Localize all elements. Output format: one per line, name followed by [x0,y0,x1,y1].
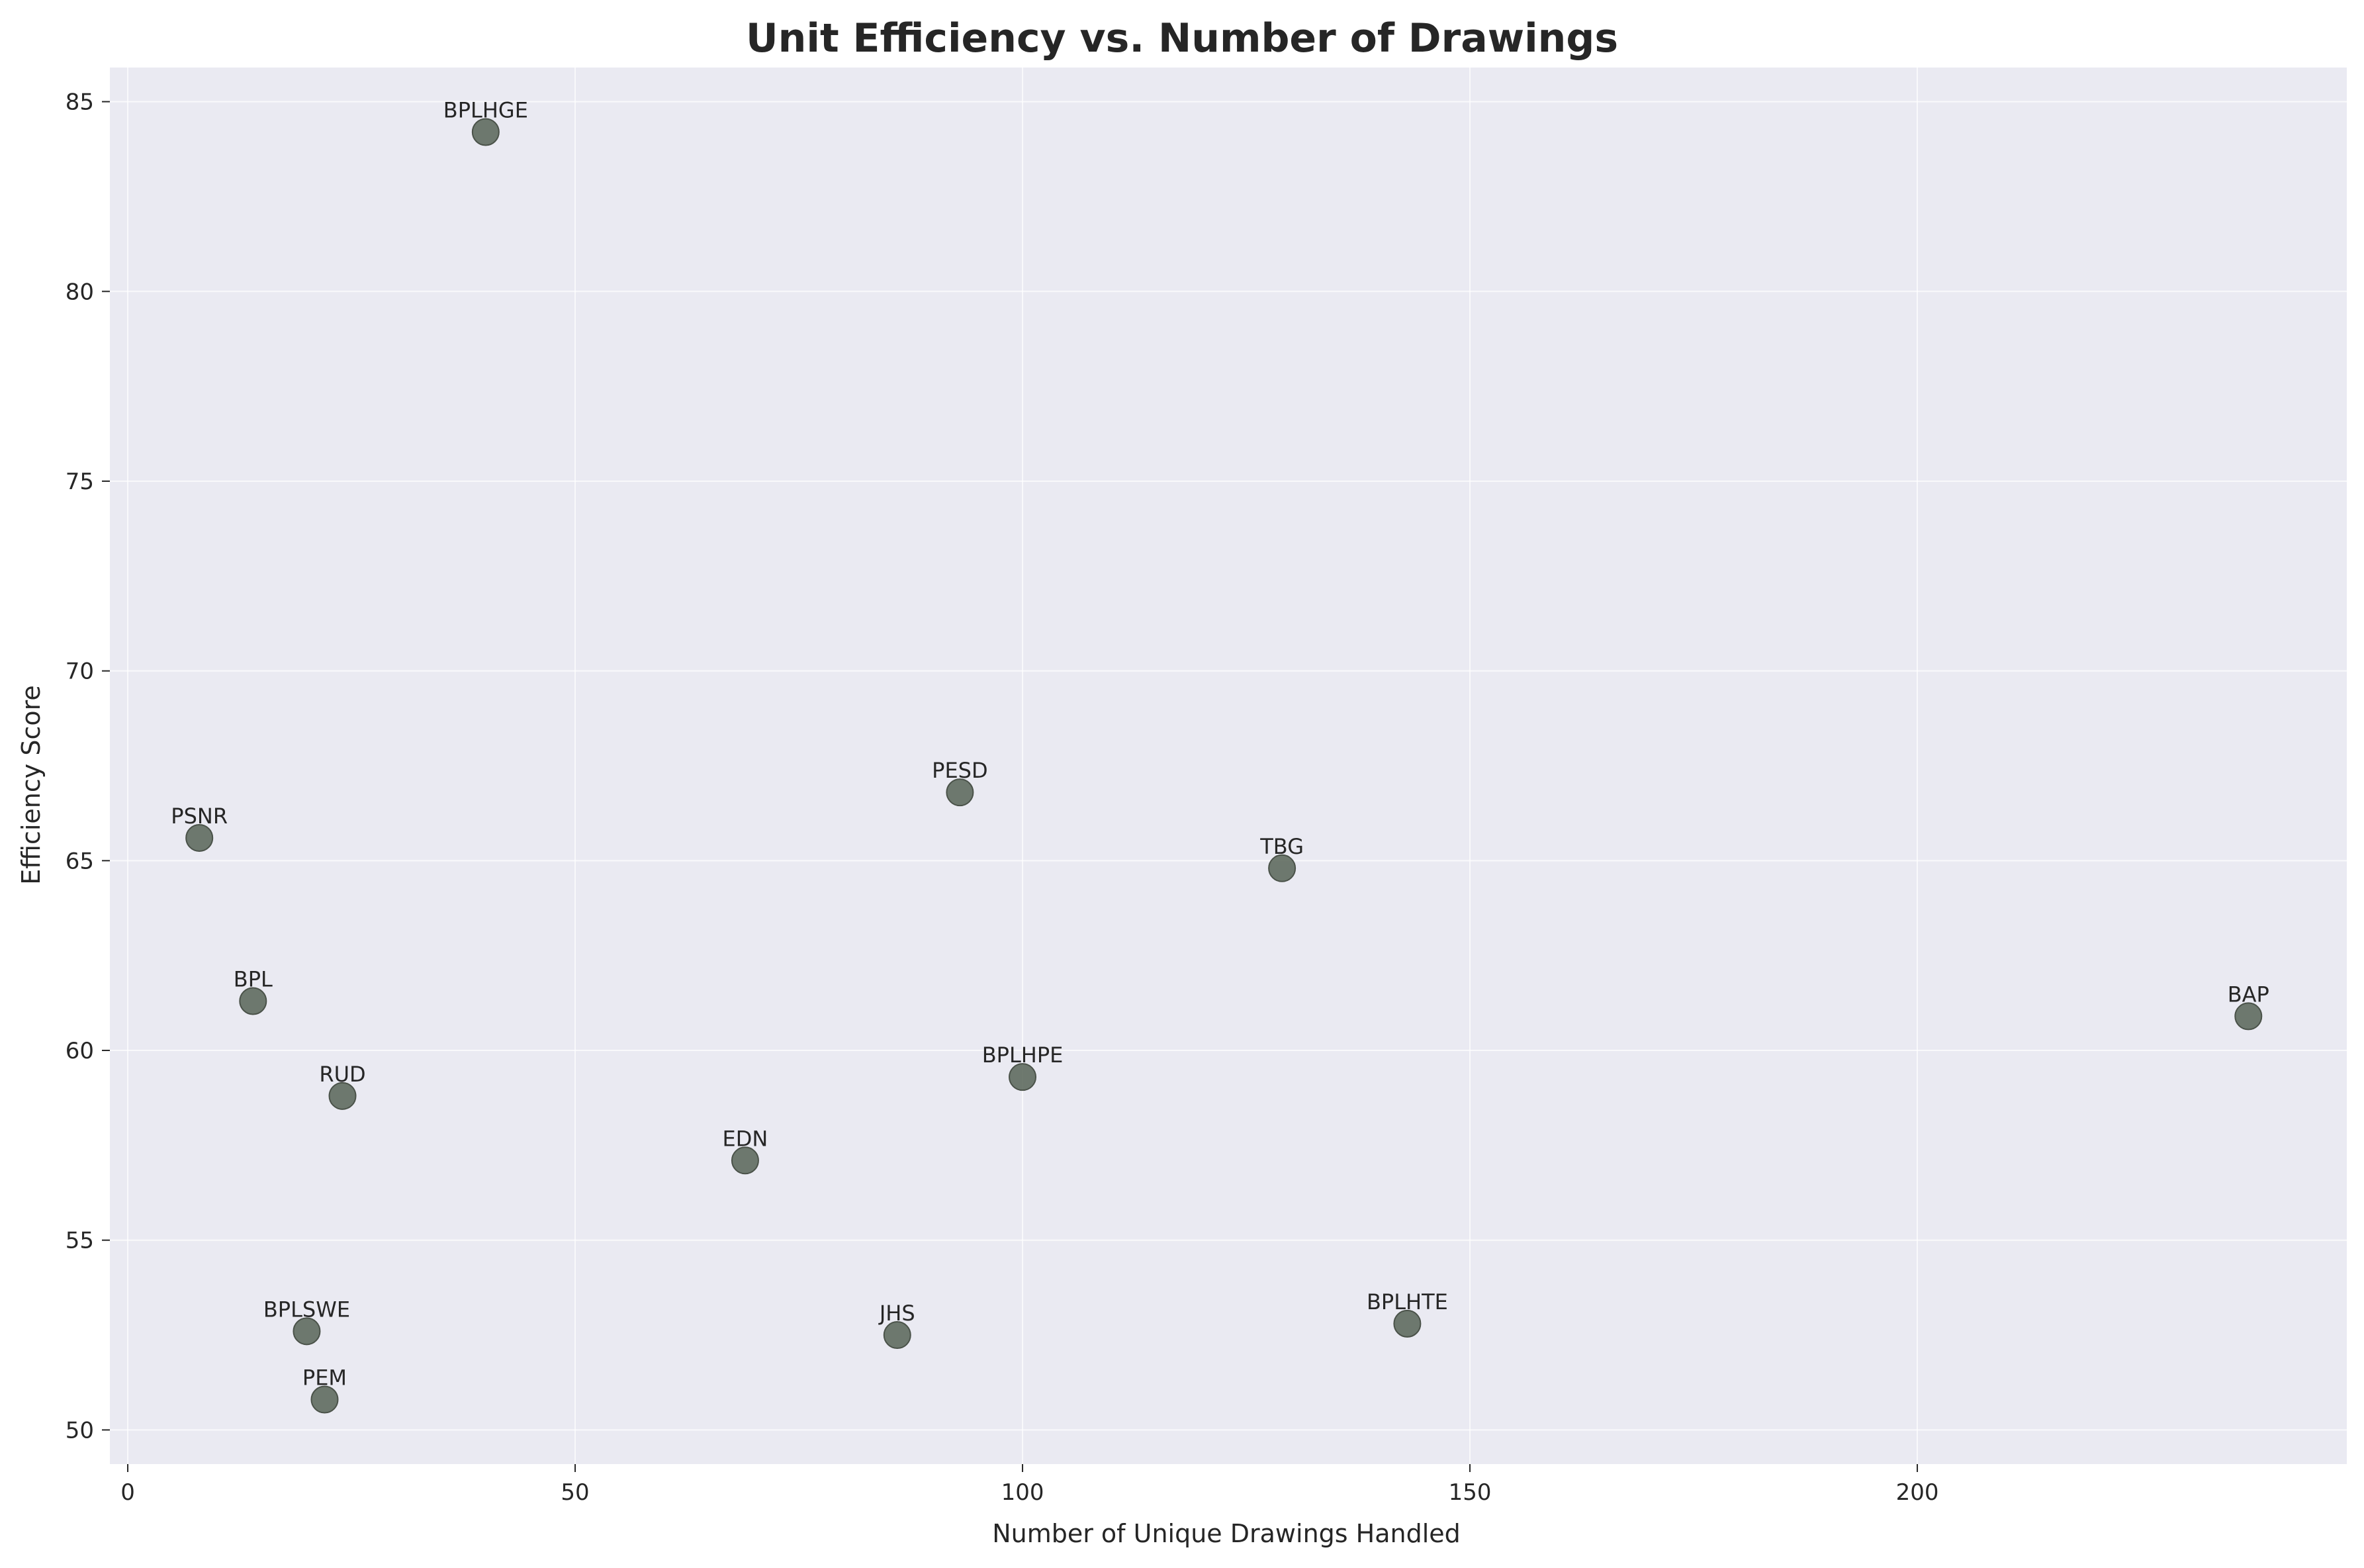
data-point-label: BPL [234,966,273,992]
point-labels: BPLHGE PSNR BPL RUD BPLSWE PEM EDN JHS PESD BPLHP… [171,97,2269,1390]
data-point-label: EDN [723,1126,768,1151]
data-point [1268,854,1296,882]
data-point-label: TBG [1259,834,1304,859]
data-point [293,1317,321,1346]
data-point [471,118,500,146]
x-tick-label: 100 [1001,1479,1044,1506]
data-point-label: JHS [878,1301,915,1326]
data-point [239,987,267,1015]
x-tick-label: 0 [120,1479,135,1506]
data-point [1009,1063,1037,1091]
data-point-label: BPLHGE [443,97,528,122]
y-tick-label: 70 [66,659,94,685]
data-point-label: BPLHPE [982,1042,1064,1068]
y-tick-label: 85 [66,89,94,116]
data-point-label: PSNR [171,804,228,829]
data-point [185,823,214,852]
grid [110,68,2347,1464]
plot-area [110,68,2347,1464]
data-point [883,1321,911,1350]
chart-title: Unit Efficiency vs. Number of Drawings [746,15,1618,62]
data-point-label: BAP [2228,982,2269,1007]
y-tick-label: 65 [66,848,94,874]
x-tick-label: 50 [561,1479,589,1506]
data-point [731,1146,759,1175]
x-tick-label: 200 [1896,1479,1939,1506]
data-point-label: BPLSWE [263,1297,350,1322]
data-point [1393,1309,1422,1338]
y-tick-label: 50 [66,1417,94,1444]
x-axis-ticks: 0 50 100 150 200 [120,1464,1938,1506]
data-point-label: PESD [932,758,987,783]
y-tick-label: 75 [66,469,94,495]
y-tick-label: 80 [66,279,94,305]
data-point [328,1082,357,1110]
data-points [185,118,2263,1414]
data-point-label: RUD [319,1062,365,1087]
data-point [946,778,974,807]
y-tick-label: 60 [66,1038,94,1064]
y-axis-label: Efficiency Score [17,685,46,885]
data-point [2234,1002,2263,1031]
x-tick-label: 150 [1449,1479,1492,1506]
data-point-label: BPLHTE [1367,1289,1448,1314]
data-point-label: PEM [302,1365,347,1391]
y-tick-label: 55 [66,1228,94,1254]
data-point [310,1385,339,1414]
y-axis-ticks: 50 55 60 65 70 75 80 85 [66,89,110,1444]
x-axis-label: Number of Unique Drawings Handled [992,1519,1461,1548]
